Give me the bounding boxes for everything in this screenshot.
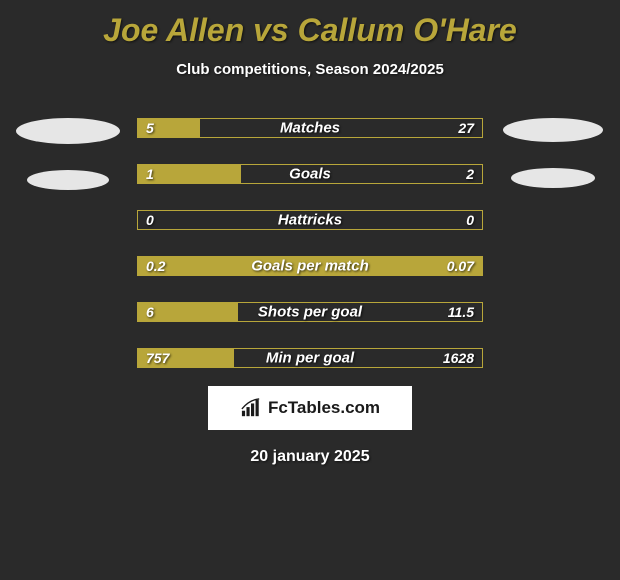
- stat-row: 1 Goals 2: [137, 164, 483, 184]
- stat-value-left: 1: [146, 166, 154, 182]
- stat-row: 757 Min per goal 1628: [137, 348, 483, 368]
- comparison-infographic: Joe Allen vs Callum O'Hare Club competit…: [0, 0, 620, 476]
- stat-value-left: 757: [146, 350, 169, 366]
- player-badge-right-1: [511, 168, 595, 188]
- stat-label: Matches: [280, 120, 340, 137]
- left-player-col: [0, 118, 135, 216]
- subtitle: Club competitions, Season 2024/2025: [176, 61, 444, 78]
- stat-value-left: 5: [146, 120, 154, 136]
- stat-value-right: 1628: [443, 350, 474, 366]
- stat-row: 5 Matches 27: [137, 118, 483, 138]
- stat-row: 0 Hattricks 0: [137, 210, 483, 230]
- stat-value-left: 6: [146, 304, 154, 320]
- player-badge-left-1: [27, 170, 109, 190]
- stat-row: 6 Shots per goal 11.5: [137, 302, 483, 322]
- stat-value-right: 0.07: [447, 258, 474, 274]
- site-logo: FcTables.com: [208, 386, 412, 430]
- logo-text: FcTables.com: [268, 398, 380, 418]
- stat-value-right: 27: [458, 120, 474, 136]
- stat-bars: 5 Matches 27 1 Goals 2 0 Hattricks 0 0.2 Goals per…: [135, 118, 485, 368]
- bar-chart-icon: [240, 398, 262, 418]
- right-player-col: [485, 118, 620, 214]
- stats-area: 5 Matches 27 1 Goals 2 0 Hattricks 0 0.2 Goals per…: [0, 118, 620, 368]
- stat-label: Goals: [289, 166, 331, 183]
- stat-value-right: 0: [466, 212, 474, 228]
- player-badge-right-0: [503, 118, 603, 142]
- stat-label: Min per goal: [266, 350, 354, 367]
- stat-row: 0.2 Goals per match 0.07: [137, 256, 483, 276]
- stat-value-left: 0.2: [146, 258, 165, 274]
- stat-value-right: 11.5: [448, 304, 474, 320]
- stat-value-right: 2: [466, 166, 474, 182]
- player-badge-left-0: [16, 118, 120, 144]
- page-title: Joe Allen vs Callum O'Hare: [103, 12, 517, 49]
- date-label: 20 january 2025: [250, 448, 369, 466]
- stat-value-left: 0: [146, 212, 154, 228]
- stat-label: Hattricks: [278, 212, 342, 229]
- stat-label: Shots per goal: [258, 304, 362, 321]
- stat-label: Goals per match: [251, 258, 369, 275]
